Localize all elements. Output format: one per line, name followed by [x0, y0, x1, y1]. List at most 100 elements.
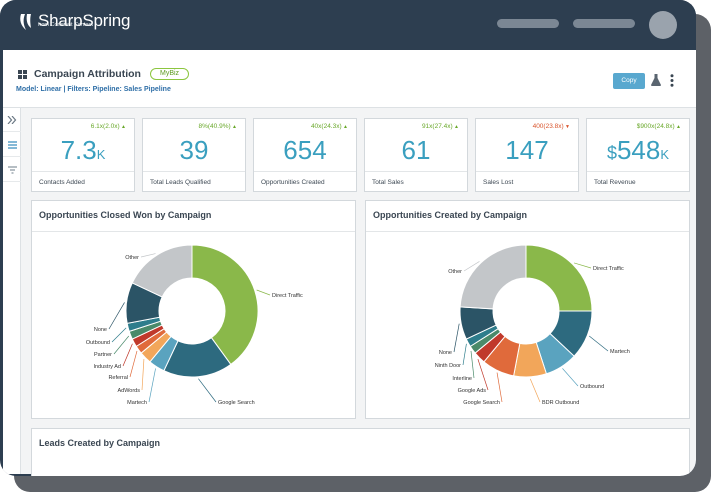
- leads-by-campaign-panel: Leads Created by Campaign: [31, 428, 690, 476]
- slice-leader-line: [453, 323, 460, 353]
- copy-button[interactable]: Copy: [613, 73, 645, 89]
- trend-up-icon: ▲: [119, 124, 126, 130]
- slice-leader-line: [256, 289, 271, 296]
- slice-label: Interline: [452, 376, 472, 382]
- brand-logo[interactable]: SharpSpring: [18, 11, 131, 32]
- kpi-card[interactable]: 40x(24.3x) ▲ 654 Opportunities Created: [253, 118, 357, 192]
- kpi-value: 61: [401, 135, 431, 165]
- trend-up-icon: ▲: [674, 124, 681, 130]
- list-view-button[interactable]: [3, 133, 21, 157]
- slice-leader-line: [589, 335, 609, 352]
- slice-leader-line: [470, 350, 475, 379]
- kpi-value: 39: [179, 135, 209, 165]
- app-window: SharpSpring from Constant Contact Campai…: [0, 0, 696, 476]
- brand-name: SharpSpring: [38, 11, 131, 30]
- kpi-label: Sales Lost: [483, 179, 514, 186]
- kpi-card[interactable]: 6.1x(2.0x) ▲ 7.3K Contacts Added: [31, 118, 135, 192]
- created-by-campaign-panel: Opportunities Created by Campaign Direct…: [365, 200, 690, 419]
- slice-label: Google Ads: [458, 388, 487, 394]
- created-donut-chart[interactable]: Direct Traffic Martech Outbound BDR Outboun…: [366, 232, 689, 419]
- slice-label: Other: [448, 269, 462, 275]
- list-icon: [7, 140, 17, 149]
- kpi-label: Total Leads Qualified: [150, 179, 211, 186]
- kpi-card[interactable]: 91x(27.4x) ▲ 61 Total Sales: [364, 118, 468, 192]
- kpi-label: Opportunities Created: [261, 179, 325, 186]
- slice-leader-line: [113, 335, 130, 355]
- flask-icon[interactable]: [651, 74, 661, 86]
- slice-leader-line: [562, 368, 579, 387]
- nav-placeholder-1[interactable]: [497, 19, 559, 28]
- slice-label: Direct Traffic: [593, 266, 624, 272]
- slice-leader-line: [477, 358, 489, 391]
- kpi-divider: [365, 171, 467, 172]
- kpi-card[interactable]: 8%(40.9%) ▲ 39 Total Leads Qualified: [142, 118, 246, 192]
- kpi-delta: 40x(24.3x) ▲: [310, 123, 348, 130]
- slice-label: Partner: [94, 352, 112, 358]
- kpi-divider: [254, 171, 356, 172]
- trend-up-icon: ▲: [341, 124, 348, 130]
- slice-label: AdWords: [117, 388, 140, 394]
- panel-divider: [366, 231, 689, 232]
- donut-slice[interactable]: [191, 244, 259, 366]
- kpi-card[interactable]: 400(23.8x) ▼ 147 Sales Lost: [475, 118, 579, 192]
- kpi-delta: 8%(40.9%) ▲: [198, 123, 238, 130]
- nav-placeholder-2[interactable]: [573, 19, 635, 28]
- slice-label: Google Search: [463, 400, 500, 406]
- kpi-label: Total Revenue: [594, 179, 636, 186]
- slice-leader-line: [573, 262, 592, 269]
- slice-leader-line: [108, 302, 125, 330]
- model-filters[interactable]: Model: Linear | Filters: Pipeline: Sales…: [16, 86, 171, 93]
- slice-leader-line: [462, 343, 467, 366]
- trend-up-icon: ▲: [230, 124, 237, 130]
- more-options-icon[interactable]: [669, 74, 675, 87]
- kpi-delta: 400(23.8x) ▼: [532, 123, 570, 130]
- leads-chart-title: Leads Created by Campaign: [39, 438, 161, 448]
- filter-button[interactable]: [3, 158, 21, 182]
- kpi-value: 7.3K: [60, 135, 106, 165]
- slice-label: BDR Outbound: [542, 400, 579, 406]
- expand-sidebar-button[interactable]: [3, 108, 21, 132]
- kpi-card[interactable]: $900x(24.8x) ▲ $548K Total Revenue: [586, 118, 690, 192]
- slice-leader-line: [129, 350, 138, 378]
- sharpspring-logo-icon: [20, 14, 31, 30]
- kpi-value: $548K: [606, 135, 670, 165]
- slice-label: Outbound: [580, 384, 604, 390]
- slice-leader-line: [141, 359, 145, 391]
- mybiz-tag[interactable]: MyBiz: [150, 68, 190, 80]
- top-nav: SharpSpring from Constant Contact: [0, 0, 696, 50]
- slice-leader-line: [148, 368, 156, 403]
- brand-subtitle: from Constant Contact: [38, 22, 94, 28]
- slice-label: Martech: [127, 400, 147, 406]
- filter-icon: [7, 165, 17, 174]
- kpi-divider: [476, 171, 578, 172]
- trend-up-icon: ▲: [452, 124, 459, 130]
- slice-leader-line: [111, 327, 127, 343]
- donut-slice[interactable]: [459, 244, 527, 310]
- kpi-value: 147: [505, 135, 549, 165]
- won-donut-chart[interactable]: Direct Traffic Google Search Martech AdWord…: [32, 232, 355, 419]
- created-chart-title: Opportunities Created by Campaign: [373, 210, 528, 220]
- won-chart-title: Opportunities Closed Won by Campaign: [39, 210, 212, 220]
- trend-down-icon: ▼: [563, 124, 570, 130]
- slice-label: Google Search: [218, 400, 255, 406]
- slice-leader-line: [529, 378, 541, 403]
- slice-label: Martech: [610, 349, 630, 355]
- donut-slice[interactable]: [525, 244, 593, 312]
- slice-label: Referral: [108, 375, 128, 381]
- slice-label: None: [94, 327, 107, 333]
- slice-leader-line: [122, 343, 133, 367]
- slice-leader-line: [463, 261, 480, 272]
- slice-label: None: [439, 350, 452, 356]
- page-header: Campaign Attribution MyBiz Model: Linear…: [3, 50, 696, 108]
- kpi-value: 654: [283, 135, 327, 165]
- donut-slice[interactable]: [131, 244, 193, 298]
- page-title: Campaign Attribution: [34, 68, 141, 80]
- slice-leader-line: [198, 378, 217, 403]
- slice-leader-line: [140, 253, 156, 258]
- dashboard-grid-icon: [18, 70, 27, 79]
- side-toolbar: [3, 108, 21, 474]
- slice-label: Other: [125, 255, 139, 261]
- user-avatar[interactable]: [649, 11, 677, 39]
- slice-label: Direct Traffic: [272, 293, 303, 299]
- slice-label: Outbound: [86, 340, 110, 346]
